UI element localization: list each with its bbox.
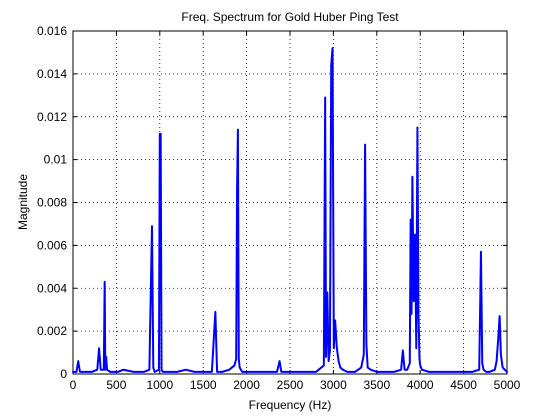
x-tick-label: 3000: [320, 378, 347, 392]
x-tick-label: 500: [106, 378, 126, 392]
gridlines: [73, 31, 507, 374]
y-tick-label: 0.002: [37, 324, 67, 338]
x-axis-label: Frequency (Hz): [249, 398, 332, 412]
y-tick-label: 0.004: [37, 281, 67, 295]
y-tick-label: 0.016: [37, 24, 67, 38]
y-tick-label: 0.01: [44, 153, 68, 167]
x-tick-label: 4500: [450, 378, 477, 392]
x-tick-label: 1000: [146, 378, 173, 392]
x-tick-labels: 0 500 1000 1500 2000 2500 3000 3500 4000 4500 5000: [70, 378, 521, 392]
y-tick-label: 0: [60, 367, 67, 381]
y-tick-label: 0.012: [37, 110, 67, 124]
y-tick-label: 0.014: [37, 67, 67, 81]
y-tick-label: 0.006: [37, 238, 67, 252]
x-tick-label: 2000: [233, 378, 260, 392]
y-tick-labels: 0 0.002 0.004 0.006 0.008 0.01 0.012 0.014 0.016: [37, 24, 67, 381]
x-tick-label: 5000: [494, 378, 521, 392]
series-line: [72, 47, 508, 373]
tick-marks: [72, 30, 508, 375]
x-tick-label: 1500: [190, 378, 217, 392]
y-axis-label: Magnitude: [16, 174, 30, 230]
x-tick-label: 4000: [407, 378, 434, 392]
x-tick-label: 3500: [363, 378, 390, 392]
x-tick-label: 0: [70, 378, 77, 392]
chart-title: Freq. Spectrum for Gold Huber Ping Test: [181, 10, 399, 24]
y-tick-label: 0.008: [37, 196, 67, 210]
x-tick-label: 2500: [277, 378, 304, 392]
